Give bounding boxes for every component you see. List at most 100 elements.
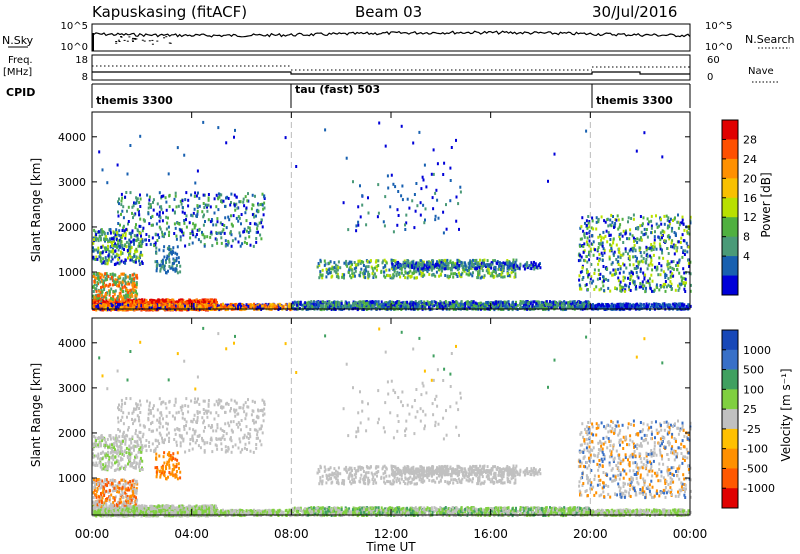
power-cell (447, 262, 450, 265)
power-cell (94, 258, 97, 261)
power-cell (507, 261, 510, 265)
power-cell (146, 304, 149, 308)
power-cell (347, 271, 350, 274)
power-cell (124, 261, 127, 265)
power-cell (195, 214, 198, 218)
power-cell (602, 279, 605, 283)
power-cell (636, 241, 639, 244)
power-cell (132, 216, 134, 220)
power-cell (532, 300, 535, 304)
power-cell (521, 301, 524, 305)
power-cell (244, 236, 247, 240)
power-cell (249, 303, 252, 307)
power-cell (148, 234, 151, 238)
power-cell (169, 248, 172, 251)
power-cell (659, 238, 662, 242)
power-cell (622, 275, 625, 279)
power-cell (130, 278, 133, 282)
power-cell (430, 260, 433, 264)
power-cell (619, 253, 622, 257)
power-cell (127, 205, 130, 209)
power-cell (139, 240, 142, 244)
power-cell (397, 301, 400, 305)
power-cell (190, 193, 193, 197)
power-cell (621, 217, 624, 221)
power-cell (672, 267, 675, 271)
power-cell (251, 193, 254, 197)
power-cell (503, 275, 506, 279)
power-cell (176, 271, 179, 275)
power-cell (114, 289, 117, 293)
power-cell (126, 289, 129, 292)
power-cell (102, 275, 105, 279)
power-cell (497, 303, 500, 307)
power-cell (213, 211, 216, 215)
power-cell (158, 236, 161, 239)
power-cell (679, 221, 682, 225)
power-cell (649, 246, 652, 250)
power-cell (327, 272, 330, 276)
power-cell (514, 268, 517, 272)
power-cell (95, 289, 98, 293)
power-cell (506, 259, 509, 262)
power-cell (666, 259, 669, 263)
power-cell (394, 265, 396, 268)
power-cell (406, 302, 409, 306)
power-cell (173, 305, 176, 309)
power-cell (92, 255, 95, 259)
power-cell (469, 272, 472, 276)
power-cell (630, 274, 633, 278)
power-cell (396, 270, 399, 274)
power-cell (142, 305, 144, 309)
power-cell (590, 226, 593, 230)
power-cell (356, 304, 359, 308)
power-cell (141, 298, 144, 302)
power-cell (149, 298, 152, 302)
power-cell (576, 300, 579, 304)
power-cell (142, 306, 144, 310)
power-cell (260, 221, 263, 225)
power-cell (168, 234, 170, 237)
power-cell (168, 230, 171, 234)
power-cell (200, 299, 203, 303)
power-cell (579, 287, 581, 291)
power-cell (658, 236, 661, 240)
power-cell (153, 306, 156, 310)
power-cell (104, 293, 107, 297)
power-cell (590, 281, 593, 285)
power-cell (102, 257, 105, 261)
power-cell (510, 271, 513, 275)
power-cell (222, 302, 224, 306)
power-cell (400, 304, 403, 308)
power-cell (94, 276, 97, 280)
power-cell (207, 196, 210, 200)
power-cell (248, 226, 251, 230)
power-cell (99, 297, 102, 301)
power-cell (116, 295, 119, 299)
power-cell (339, 304, 342, 308)
power-cell (678, 260, 681, 264)
power-cell (120, 243, 123, 247)
power-cell (244, 211, 247, 215)
power-cell (452, 264, 455, 268)
power-cell (510, 264, 513, 268)
power-cell (229, 306, 232, 310)
power-cell (129, 300, 132, 304)
power-cell (444, 267, 447, 271)
power-cell (671, 226, 674, 230)
power-cell (129, 191, 132, 195)
power-cell (211, 304, 214, 308)
power-cell (584, 259, 587, 263)
power-cell (121, 297, 124, 301)
power-cell (150, 223, 153, 227)
power-cell (110, 299, 113, 303)
power-cell (96, 257, 99, 261)
power-cell (116, 298, 119, 302)
power-cell (542, 304, 544, 308)
power-cell (139, 250, 142, 254)
power-cell (309, 306, 312, 310)
power-cell (138, 244, 141, 248)
power-cell (131, 281, 134, 285)
power-cell (602, 247, 605, 251)
power-cell (181, 206, 184, 209)
